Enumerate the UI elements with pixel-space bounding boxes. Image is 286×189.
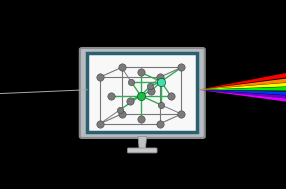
Polygon shape <box>198 90 286 106</box>
Point <box>98 122 102 125</box>
Point <box>157 122 162 125</box>
Point <box>148 85 152 88</box>
Polygon shape <box>198 90 286 101</box>
Polygon shape <box>198 68 286 90</box>
Point <box>159 80 163 83</box>
Point <box>138 71 143 74</box>
FancyBboxPatch shape <box>80 48 205 138</box>
Point <box>119 66 124 69</box>
Polygon shape <box>198 86 286 91</box>
Point <box>118 108 122 111</box>
Point <box>138 117 143 120</box>
FancyBboxPatch shape <box>87 53 197 132</box>
Point <box>179 112 184 115</box>
Point <box>157 76 162 79</box>
Point <box>119 112 124 115</box>
Point <box>138 94 143 97</box>
Point <box>149 89 154 92</box>
Polygon shape <box>138 136 146 149</box>
Polygon shape <box>198 80 286 90</box>
Point <box>127 99 132 102</box>
FancyBboxPatch shape <box>128 148 157 153</box>
Polygon shape <box>198 75 286 90</box>
Polygon shape <box>198 90 286 97</box>
Point <box>108 94 113 97</box>
Point <box>168 94 173 97</box>
Point <box>129 80 133 83</box>
Point <box>98 76 102 79</box>
Point <box>179 66 184 69</box>
Point <box>159 103 163 106</box>
